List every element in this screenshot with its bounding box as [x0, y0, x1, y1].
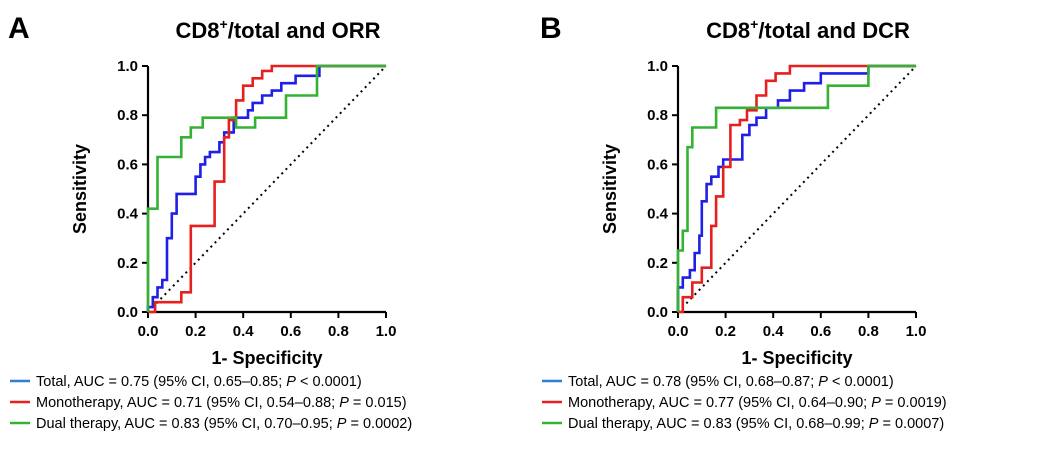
panel-letter: B [540, 12, 562, 45]
roc-curve-dual [146, 64, 386, 312]
legend-entry: Total, AUC = 0.78 (95% CI, 0.68–0.87; P … [568, 374, 894, 390]
y-tick-label: 0.0 [647, 304, 668, 321]
x-tick-label: 0.8 [328, 323, 349, 340]
x-tick-label: 1.0 [906, 323, 927, 340]
y-tick-label: 0.4 [647, 206, 669, 223]
roc-curve-monotherapy [678, 64, 916, 314]
roc-curve-total [676, 64, 916, 312]
y-axis-label: Sensitivity [70, 144, 90, 234]
legend-entry: Dual therapy, AUC = 0.83 (95% CI, 0.68–0… [568, 416, 944, 432]
x-tick-label: 0.4 [233, 323, 255, 340]
x-tick-label: 0.4 [763, 323, 785, 340]
y-tick-label: 0.8 [647, 107, 668, 124]
y-tick-label: 1.0 [117, 58, 138, 75]
y-tick-label: 0.8 [117, 107, 138, 124]
chart-title: CD8+/total and ORR [176, 16, 381, 43]
x-axis-label: 1- Specificity [741, 348, 852, 368]
legend-entry: Dual therapy, AUC = 0.83 (95% CI, 0.70–0… [36, 416, 412, 432]
y-tick-label: 0.6 [117, 156, 138, 173]
x-tick-label: 1.0 [376, 323, 397, 340]
legend-entry: Monotherapy, AUC = 0.71 (95% CI, 0.54–0.… [36, 395, 407, 411]
legend-entry: Monotherapy, AUC = 0.77 (95% CI, 0.64–0.… [568, 395, 947, 411]
x-tick-label: 0.8 [858, 323, 879, 340]
legend-entry: Total, AUC = 0.75 (95% CI, 0.65–0.85; P … [36, 374, 362, 390]
panel-letter: A [8, 12, 30, 45]
x-tick-label: 0.2 [185, 323, 206, 340]
y-axis-label: Sensitivity [600, 144, 620, 234]
roc-curve-total [146, 64, 386, 312]
roc-panel-b: B CD8+/total and DCR 0.0 0.2 0.4 0.6 0.8 1.0 0.0… [540, 12, 947, 432]
x-tick-label: 0.6 [280, 323, 301, 340]
x-axis-label: 1- Specificity [211, 348, 322, 368]
roc-curve-dual [676, 64, 916, 312]
y-tick-label: 1.0 [647, 58, 668, 75]
y-tick-label: 0.0 [117, 304, 138, 321]
reference-diagonal-line [147, 65, 387, 313]
reference-diagonal-line [677, 65, 917, 313]
y-tick-label: 0.6 [647, 156, 668, 173]
x-tick-label: 0.0 [138, 323, 159, 340]
x-tick-label: 0.2 [715, 323, 736, 340]
x-tick-label: 0.6 [810, 323, 831, 340]
y-tick-label: 0.4 [117, 206, 139, 223]
y-tick-label: 0.2 [647, 255, 668, 272]
roc-panel-a: A CD8+/total and ORR 0.0 0.2 0.4 0.6 0.8 1.0 0.0… [8, 12, 412, 432]
roc-curve-monotherapy [148, 64, 386, 314]
x-tick-label: 0.0 [668, 323, 689, 340]
chart-title: CD8+/total and DCR [706, 16, 910, 43]
y-tick-label: 0.2 [117, 255, 138, 272]
